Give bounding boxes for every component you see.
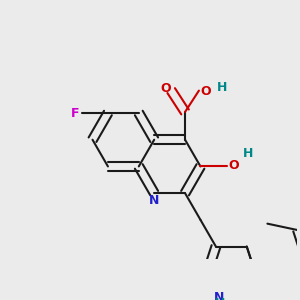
Text: O: O bbox=[161, 82, 171, 95]
Text: N: N bbox=[214, 291, 224, 300]
Text: F: F bbox=[71, 106, 80, 119]
Text: H: H bbox=[215, 297, 225, 300]
Text: O: O bbox=[200, 85, 211, 98]
Text: H: H bbox=[217, 81, 227, 94]
Text: O: O bbox=[228, 159, 239, 172]
Text: N: N bbox=[149, 194, 159, 207]
Text: H: H bbox=[243, 148, 254, 160]
